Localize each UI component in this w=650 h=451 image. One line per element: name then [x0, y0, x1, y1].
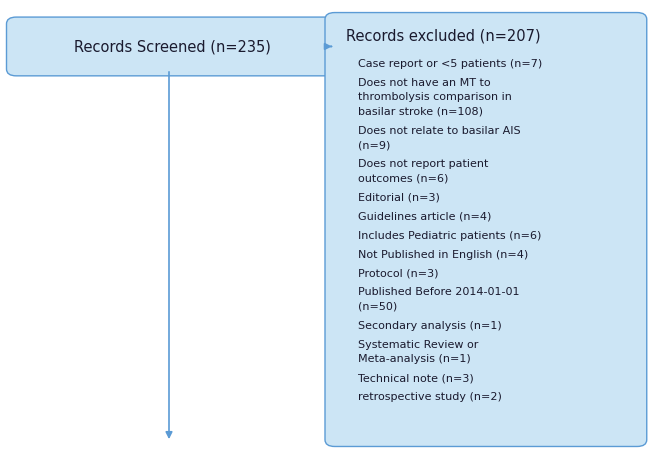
Text: Technical note (n=3): Technical note (n=3)	[358, 373, 473, 382]
Text: Case report or <5 patients (n=7): Case report or <5 patients (n=7)	[358, 59, 541, 69]
Text: Does not have an MT to: Does not have an MT to	[358, 78, 490, 87]
Text: outcomes (n=6): outcomes (n=6)	[358, 173, 448, 183]
Text: Not Published in English (n=4): Not Published in English (n=4)	[358, 249, 528, 259]
Text: Does not report patient: Does not report patient	[358, 159, 488, 169]
Text: basilar stroke (n=108): basilar stroke (n=108)	[358, 106, 482, 116]
FancyBboxPatch shape	[325, 14, 647, 446]
Text: (n=9): (n=9)	[358, 140, 390, 150]
Text: Systematic Review or: Systematic Review or	[358, 339, 478, 349]
FancyBboxPatch shape	[6, 18, 338, 77]
Text: thrombolysis comparison in: thrombolysis comparison in	[358, 92, 512, 102]
Text: retrospective study (n=2): retrospective study (n=2)	[358, 391, 501, 401]
Text: Records Screened (n=235): Records Screened (n=235)	[74, 40, 270, 55]
Text: Records excluded (n=207): Records excluded (n=207)	[346, 28, 541, 44]
Text: Secondary analysis (n=1): Secondary analysis (n=1)	[358, 320, 501, 330]
Text: Editorial (n=3): Editorial (n=3)	[358, 192, 439, 202]
Text: Meta-analysis (n=1): Meta-analysis (n=1)	[358, 354, 470, 364]
Text: Protocol (n=3): Protocol (n=3)	[358, 268, 438, 278]
Text: Does not relate to basilar AIS: Does not relate to basilar AIS	[358, 125, 520, 135]
Text: Guidelines article (n=4): Guidelines article (n=4)	[358, 211, 491, 221]
Text: (n=50): (n=50)	[358, 301, 396, 311]
Text: Published Before 2014-01-01: Published Before 2014-01-01	[358, 287, 519, 297]
Text: Includes Pediatric patients (n=6): Includes Pediatric patients (n=6)	[358, 230, 541, 240]
